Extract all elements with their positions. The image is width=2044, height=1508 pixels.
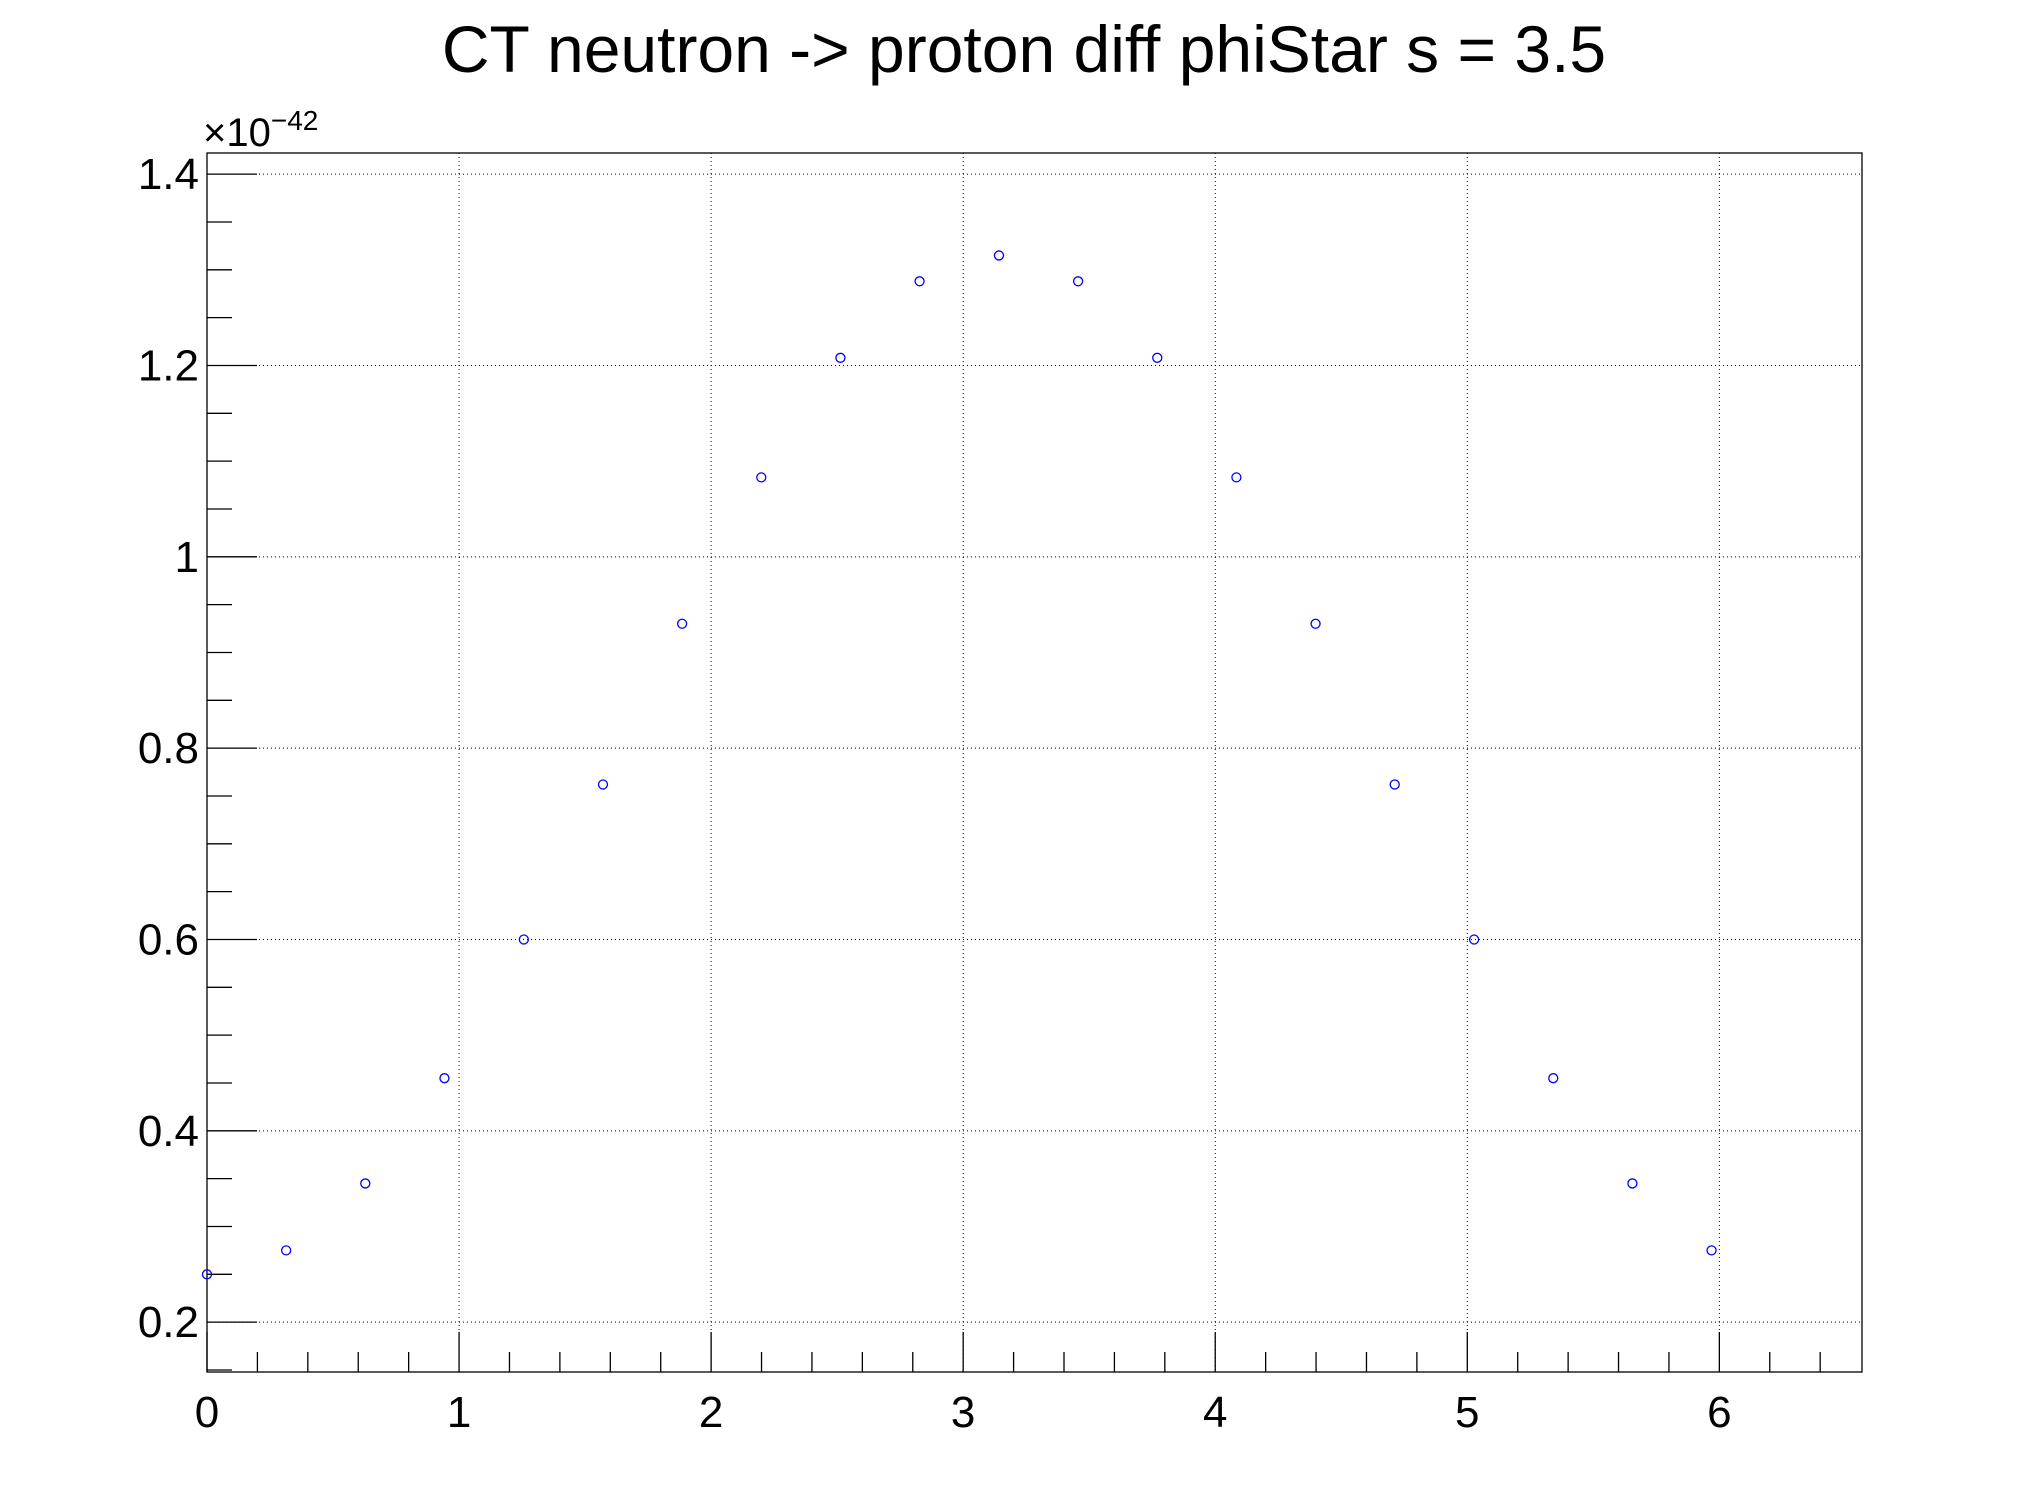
data-point	[1072, 276, 1084, 287]
y-tick-label: 1.2	[138, 341, 199, 390]
x-tick-label: 3	[951, 1388, 975, 1437]
data-point	[676, 618, 688, 629]
data-point	[1468, 934, 1480, 945]
data-point	[280, 1245, 292, 1256]
data-point	[1389, 779, 1400, 790]
x-tick-label: 0	[195, 1388, 219, 1437]
y-tick-label: 1	[175, 533, 199, 582]
x-tick-label: 2	[699, 1388, 723, 1437]
data-point	[1706, 1245, 1717, 1256]
tick-labels: 0 1 2 3 4 5 6 0.2 0.4 0.6 0.8 1 1.2 1.4	[138, 150, 1732, 1437]
data-point	[1627, 1178, 1638, 1189]
axis-ticks	[206, 173, 1821, 1372]
data-point	[835, 352, 846, 363]
x-tick-label: 6	[1707, 1388, 1731, 1437]
y-tick-label: 0.8	[138, 724, 199, 773]
data-point	[1231, 472, 1242, 483]
y-tick-label: 0.4	[138, 1107, 199, 1156]
data-point	[360, 1178, 371, 1189]
data-point	[1310, 618, 1321, 629]
y-tick-label: 1.4	[138, 150, 199, 199]
x-tick-label: 5	[1455, 1388, 1479, 1437]
y-multiplier-base: ×10	[203, 111, 271, 155]
data-point	[1152, 352, 1163, 363]
data-point	[439, 1073, 450, 1084]
y-tick-label: 0.2	[138, 1298, 199, 1347]
plot-frame	[206, 152, 1863, 1373]
data-point	[914, 276, 925, 287]
data-point	[993, 250, 1005, 261]
y-multiplier-exponent: −42	[271, 105, 319, 136]
y-axis-multiplier: ×10−42	[203, 105, 318, 155]
data-points	[201, 250, 1717, 1280]
data-point	[201, 1269, 213, 1280]
data-point	[597, 779, 609, 790]
data-point	[756, 472, 767, 483]
x-tick-label: 1	[447, 1388, 471, 1437]
x-tick-label: 4	[1203, 1388, 1227, 1437]
chart-title: CT neutron -> proton diff phiStar s = 3.…	[442, 12, 1606, 86]
y-tick-label: 0.6	[138, 915, 199, 964]
data-point	[518, 934, 529, 945]
data-point	[1548, 1073, 1559, 1084]
